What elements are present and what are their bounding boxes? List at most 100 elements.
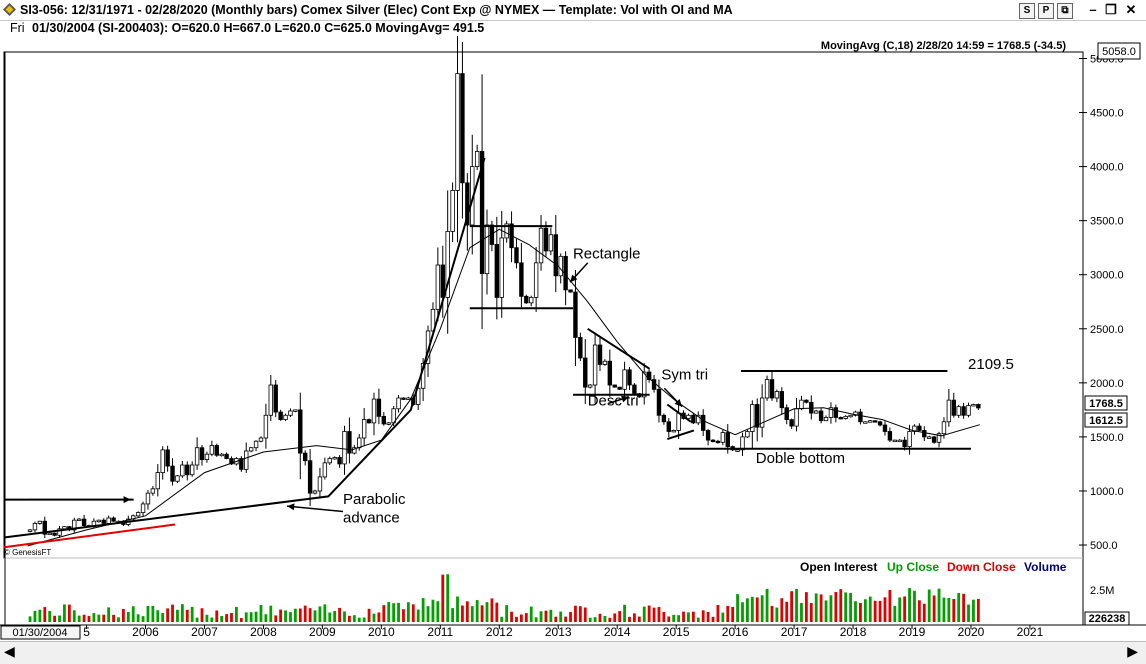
volume-bar-down <box>200 608 204 622</box>
price-tick-label: 1500.0 <box>1090 432 1124 444</box>
candle-up <box>445 231 450 298</box>
minimize-icon[interactable]: – <box>1089 2 1097 17</box>
volume-bar-up <box>750 596 754 622</box>
volume-bar-up <box>136 614 140 622</box>
chart-annotation: Parabolic <box>343 491 406 508</box>
volume-bar-up <box>416 609 420 622</box>
candle-down <box>81 518 87 526</box>
volume-bar-down <box>279 609 283 622</box>
candle-down <box>769 379 775 399</box>
volume-bar-up <box>205 614 209 622</box>
volume-bar-up <box>48 611 52 622</box>
candle-down <box>494 244 500 298</box>
volume-bar-down <box>441 574 445 622</box>
p-button[interactable]: P <box>1038 3 1054 19</box>
chart-area[interactable]: Rectangle Sym tri Desc tri 2109.5 Doble bott… <box>0 36 1146 641</box>
volume-bar-up <box>446 574 450 622</box>
legend-up-close: Up Close <box>887 560 939 574</box>
volume-bar-up <box>235 606 238 622</box>
volume-bar-down <box>962 593 966 622</box>
candle-down <box>818 410 824 422</box>
copyright-label: © GenesisFT <box>4 548 51 557</box>
candle-up <box>386 422 391 425</box>
candle-up <box>37 520 43 524</box>
volume-bar-up <box>765 588 769 622</box>
candle-up <box>258 437 264 442</box>
candle-down <box>833 407 839 418</box>
volume-bar-down <box>701 610 705 622</box>
candle-down <box>632 384 637 395</box>
volume-bar-down <box>569 611 572 622</box>
volume-bar-down <box>67 604 71 622</box>
volume-bar-up <box>800 602 803 622</box>
volume-bar-down <box>883 597 887 622</box>
volume-bar-down <box>544 610 548 622</box>
price-tick-label: 2000.0 <box>1090 378 1124 390</box>
candle-up <box>332 457 337 460</box>
trend-line <box>3 157 486 539</box>
volume-bar-down <box>922 603 926 622</box>
legend-volume: Volume <box>1024 560 1067 574</box>
candle-down <box>666 421 671 432</box>
last-price-box <box>1084 395 1128 411</box>
annotation-arrow <box>286 505 344 513</box>
candle-up <box>484 224 490 275</box>
scroll-right-icon[interactable]: ▶ <box>1127 643 1138 659</box>
link-button[interactable]: ⧉ <box>1057 3 1073 19</box>
time-tick-label: 2021 <box>1017 625 1044 639</box>
volume-bar-down <box>878 600 882 622</box>
candle-up <box>936 433 942 443</box>
volume-bar-down <box>667 616 671 622</box>
volume-bar-up <box>529 606 533 622</box>
trend-line <box>666 403 692 423</box>
candle-up <box>676 412 681 431</box>
time-tick-label: 2008 <box>250 625 277 639</box>
volume-bar-up <box>28 616 32 622</box>
volume-bar-down <box>490 598 494 622</box>
candle-up <box>327 458 332 464</box>
window-title: SI3-056: 12/31/1971 - 02/28/2020 (Monthl… <box>20 3 733 17</box>
candle-up <box>686 414 691 419</box>
close-icon[interactable]: ✕ <box>1125 2 1137 17</box>
candle-up <box>897 439 902 443</box>
volume-bar-up <box>485 602 489 622</box>
cursor-date-box <box>0 625 81 640</box>
candle-down <box>838 417 843 420</box>
arrow-head <box>570 274 578 283</box>
s-button[interactable]: S <box>1019 3 1035 19</box>
restore-icon[interactable]: ❐ <box>1105 2 1117 17</box>
candle-down <box>514 247 519 264</box>
volume-bar-down <box>804 592 808 622</box>
volume-bar-up <box>362 617 366 622</box>
volume-bar-up <box>854 601 857 622</box>
candle-up <box>76 518 82 521</box>
volume-bar-down <box>578 606 582 622</box>
candle-up <box>745 431 750 438</box>
study-label: MovingAvg (C,18) 2/28/20 14:59 = 1768.5 … <box>821 40 1066 52</box>
bar-ohlc: 01/30/2004 (SI-200403): O=620.0 H=667.0 … <box>32 21 485 35</box>
candle-up <box>602 360 608 365</box>
volume-bar-up <box>421 598 425 622</box>
volume-bar-up <box>210 617 214 622</box>
chart-annotation: Doble bottom <box>756 450 845 467</box>
candle-up <box>293 409 298 412</box>
volume-bar-down <box>819 594 823 622</box>
candle-up <box>946 399 952 423</box>
volume-bar-up <box>500 616 504 622</box>
ma-value: 1612.5 <box>1089 415 1123 427</box>
volume-bar-up <box>333 610 337 622</box>
candle-down <box>617 386 622 390</box>
candle-down <box>302 452 308 462</box>
scroll-left-icon[interactable]: ◀ <box>4 643 15 659</box>
volume-bar-up <box>593 617 597 622</box>
candle-up <box>853 411 858 416</box>
legend-open-interest: Open Interest <box>800 560 877 574</box>
candle-up <box>396 397 401 410</box>
candle-down <box>710 439 716 443</box>
chart-annotation: Sym tri <box>661 367 708 384</box>
volume-bar-up <box>328 612 332 622</box>
candle-down <box>755 404 760 428</box>
volume-bar-down <box>652 607 656 622</box>
volume-bar-up <box>642 606 646 622</box>
horizontal-scrollbar[interactable]: ◀ ▶ <box>0 641 1146 664</box>
